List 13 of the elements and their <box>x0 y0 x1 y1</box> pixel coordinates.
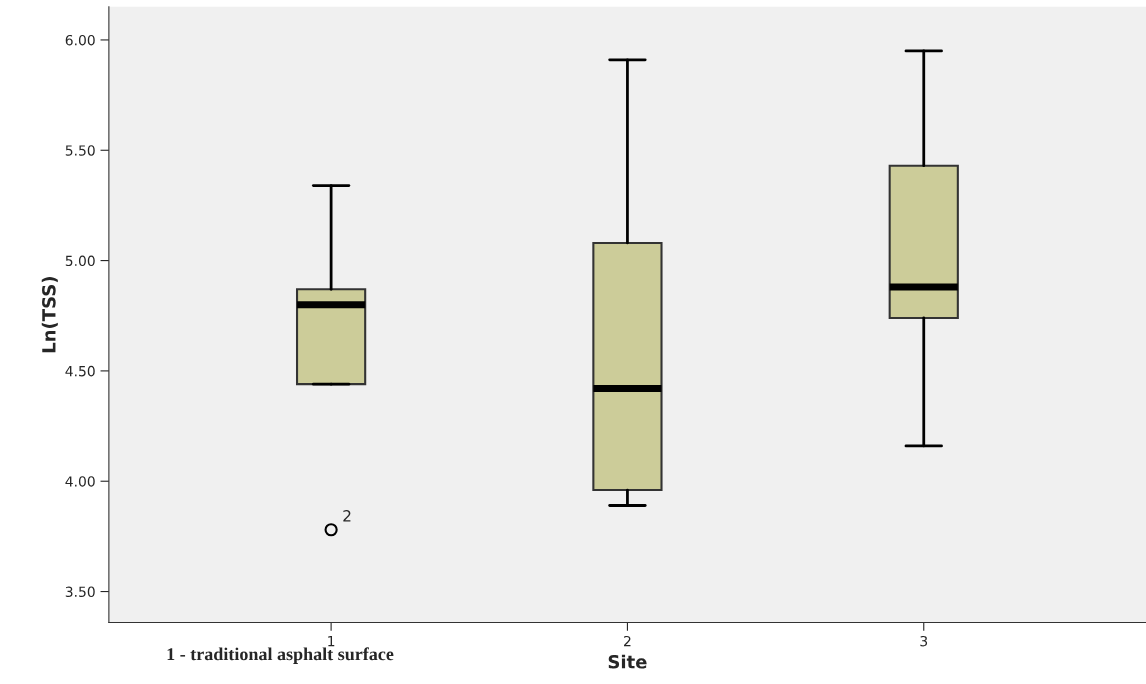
y-tick-label: 6.00 <box>65 34 95 46</box>
y-tick-label: 5.50 <box>65 145 95 156</box>
x-tick-label: 3 <box>920 635 928 647</box>
y-tick-label: 4.00 <box>65 476 95 487</box>
x-axis-title: Site <box>608 654 647 669</box>
annotation: 2 <box>343 510 351 522</box>
y-axis-title: Ln(TSS) <box>41 277 58 353</box>
y-tick-label: 4.50 <box>65 365 95 377</box>
x-tick-label: 2 <box>624 635 631 647</box>
y-tick-label: 5.00 <box>65 255 95 267</box>
x-tick-label: 1 <box>328 636 335 647</box>
y-tick-label: 3.50 <box>65 586 95 598</box>
text: 1 - traditional asphalt surface <box>167 647 394 664</box>
